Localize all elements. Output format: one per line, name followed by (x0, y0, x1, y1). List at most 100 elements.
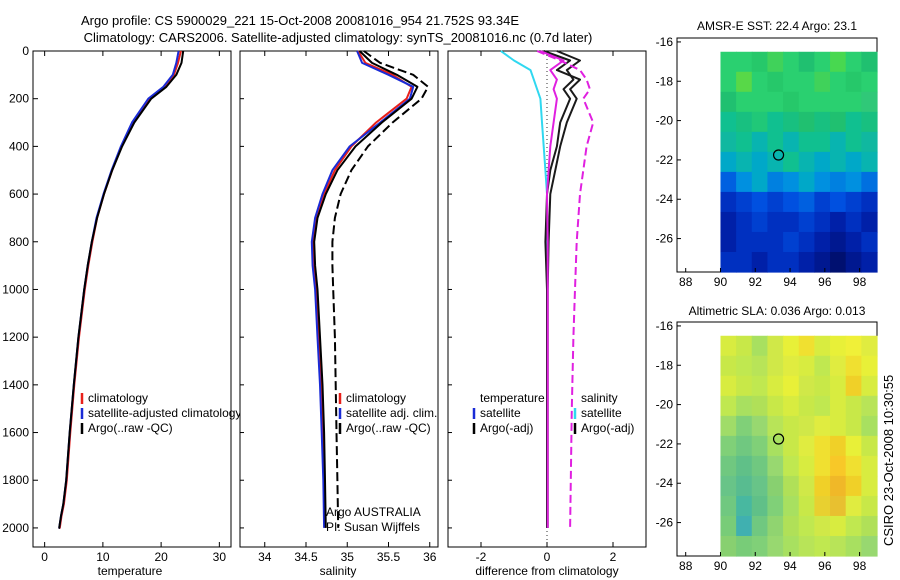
sst-field-cell (845, 191, 862, 213)
sla-field-cell (814, 375, 831, 397)
salinity-xtick-label: 35.5 (377, 550, 401, 564)
sst-field-cell (814, 91, 831, 113)
sst-field-cell (861, 111, 878, 133)
figure-title-line1: Argo profile: CS 5900029_221 15-Oct-2008… (81, 13, 519, 28)
sla-field-cell (767, 355, 784, 377)
sla-field-cell (830, 415, 847, 437)
temperature-series (58, 50, 185, 529)
sla-field-cell (798, 435, 815, 457)
sla-field-cell (783, 415, 800, 437)
sst-field-cell (783, 111, 800, 133)
sst-map-ytick-label: -18 (656, 74, 674, 88)
temperature-xtick-label: 30 (213, 550, 227, 564)
sst-field-cell (845, 51, 862, 73)
sst-field-cell (736, 131, 753, 153)
sla-field-cell (830, 435, 847, 457)
sst-field-cell (861, 151, 878, 173)
sst-field-cell (767, 171, 784, 193)
sst-field-cell (845, 151, 862, 173)
sst-field-cell (783, 131, 800, 153)
sst-field-cell (861, 91, 878, 113)
sla-field-cell (783, 395, 800, 417)
sst-field-cell (814, 191, 831, 213)
sst-field-cell (845, 131, 862, 153)
sla-field-cell (767, 535, 784, 557)
sst-field-cell (751, 251, 769, 273)
sla-field-cell (720, 395, 737, 417)
sst-field-cell (783, 151, 800, 173)
sla-field-cell (720, 375, 737, 397)
sla-field-cell (736, 535, 753, 557)
sst-field-cell (814, 171, 831, 193)
temperature-series-line (58, 50, 185, 529)
sst-field-cell (845, 251, 862, 273)
temperature-xtick-label: 10 (96, 550, 110, 564)
sst-field-cell (798, 191, 815, 213)
sst-field-cell (798, 151, 815, 173)
sst-field-cell (767, 191, 784, 213)
sst-field-cell (830, 111, 847, 133)
sst-field-cell (751, 211, 769, 233)
sst-field-cell (767, 111, 784, 133)
credit-line2: PI: Susan Wijffels (326, 520, 420, 534)
sla-map-ytick-label: -22 (656, 437, 674, 451)
sst-field-cell (783, 211, 800, 233)
sla-field-cell (783, 475, 800, 497)
salinity-series-line (313, 50, 419, 528)
sla-map-title: Altimetric SLA: 0.036 Argo: 0.013 (689, 304, 866, 318)
sst-map-xtick-label: 92 (749, 275, 763, 289)
sst-field-cell (830, 231, 847, 253)
sst-field-cell (736, 191, 753, 213)
sst-field-cell (720, 151, 737, 173)
sla-map-ytick-label: -26 (656, 516, 674, 530)
sst-field-cell (845, 171, 862, 193)
sla-field-cell (720, 515, 737, 537)
sst-field-cell (751, 231, 769, 253)
sst-field-cell (830, 211, 847, 233)
sla-field-cell (861, 335, 878, 357)
sla-field-cell (845, 455, 862, 477)
temperature-ytick-label: 200 (9, 92, 29, 106)
sla-field-cell (720, 335, 737, 357)
sst-field-cell (830, 191, 847, 213)
sst-map-title: AMSR-E SST: 22.4 Argo: 23.1 (697, 19, 857, 33)
difference-panel: -2 0 2 temperaturesatelliteArgo(-adj)salin… (447, 50, 647, 578)
difference-series (500, 50, 595, 528)
sst-map-axis-ticks: 88 90 92 94 96 98 -16 -18 -20 -22 -24 -26 (656, 35, 867, 289)
sst-map-ytick-label: -24 (656, 192, 674, 206)
difference-temperature-legend-label: satellite (480, 406, 521, 420)
temperature-panel: 0 10 20 30 0 200 400 600 800 1000 1200 1400 1600 1800… (2, 44, 241, 578)
sla-map-xtick-label: 98 (853, 559, 867, 573)
sst-field-cell (814, 111, 831, 133)
sla-map-panel: Altimetric SLA: 0.036 Argo: 0.013 88 90 92… (656, 304, 878, 573)
sla-field-cell (720, 475, 737, 497)
sst-map-xtick-label: 88 (679, 275, 693, 289)
sla-field-cell (751, 415, 769, 437)
sla-field-cell (736, 435, 753, 457)
sla-field-cell (720, 435, 737, 457)
sst-field-cell (751, 111, 769, 133)
sst-field-cell (814, 211, 831, 233)
sst-field-cell (720, 171, 737, 193)
sla-map-xtick-label: 90 (714, 559, 728, 573)
sla-field-cell (783, 515, 800, 537)
sst-field-cell (845, 231, 862, 253)
sst-field-cell (861, 51, 878, 73)
sst-map-ytick-label: -22 (656, 153, 674, 167)
credit-line1: Argo AUSTRALIA (326, 505, 421, 519)
sst-field-cell (845, 91, 862, 113)
sla-field-cell (798, 355, 815, 377)
difference-series-line (536, 50, 595, 528)
salinity-plot-frame (239, 50, 439, 548)
salinity-series-line (331, 50, 430, 528)
sst-field-cell (814, 51, 831, 73)
sla-field-cell (830, 455, 847, 477)
sst-field-cell (861, 171, 878, 193)
sst-argo-marker-circle (772, 149, 785, 161)
salinity-axis-ticks: 34 34.5 35 35.5 36 (240, 50, 437, 564)
temperature-xtick-label: 0 (41, 550, 48, 564)
sla-field-cell (861, 355, 878, 377)
sst-map-panel: AMSR-E SST: 22.4 Argo: 23.1 88 90 92 94 96 98… (656, 19, 878, 289)
sla-field-cell (845, 355, 862, 377)
